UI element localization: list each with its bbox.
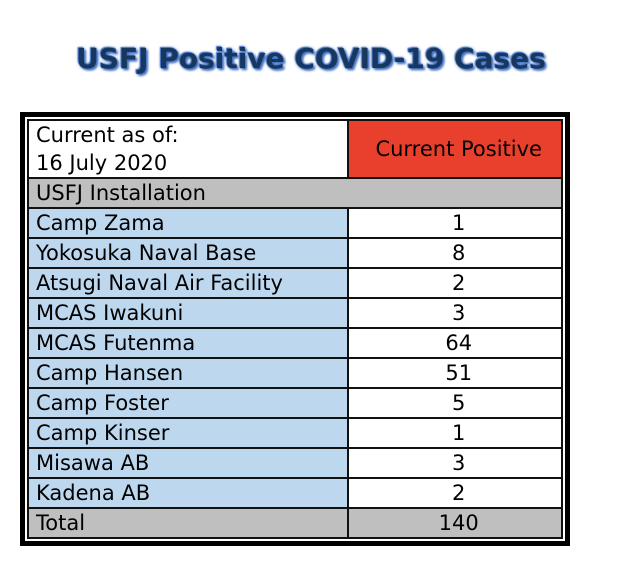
installation-cell: MCAS Iwakuni [26,297,350,329]
total-label-cell: Total [26,507,350,539]
table-row: Camp Zama 1 [26,207,563,239]
positive-count-cell: 2 [347,267,563,299]
positive-count-cell: 8 [347,237,563,269]
table-row: Misawa AB 3 [26,447,563,479]
table-row: Kadena AB 2 [26,477,563,509]
as-of-date: 16 July 2020 [36,151,168,175]
installation-cell: Camp Zama [26,207,350,239]
total-row: Total 140 [26,507,563,539]
installation-cell: Atsugi Naval Air Facility [26,267,350,299]
positive-count-cell: 5 [347,387,563,419]
current-positive-header-cell: Current Positive [347,119,563,179]
total-value-cell: 140 [347,507,563,539]
table-row: Camp Hansen 51 [26,357,563,389]
positive-count-cell: 51 [347,357,563,389]
covid-table-frame: Current as of: 16 July 2020 Current Posi… [20,112,570,546]
table-row: Atsugi Naval Air Facility 2 [26,267,563,299]
table-header-row: Current as of: 16 July 2020 Current Posi… [26,119,563,179]
positive-count-cell: 2 [347,477,563,509]
table-row: Yokosuka Naval Base 8 [26,237,563,269]
positive-count-cell: 3 [347,447,563,479]
positive-count-cell: 64 [347,327,563,359]
installation-cell: Yokosuka Naval Base [26,237,350,269]
installation-cell: Kadena AB [26,477,350,509]
installation-cell: Camp Hansen [26,357,350,389]
positive-count-cell: 1 [347,417,563,449]
positive-count-cell: 1 [347,207,563,239]
page-title: USFJ Positive COVID-19 Cases [76,42,546,75]
installation-cell: Misawa AB [26,447,350,479]
as-of-date-cell: Current as of: 16 July 2020 [26,119,350,179]
covid-cases-table: Current as of: 16 July 2020 Current Posi… [26,119,563,539]
table-row: MCAS Futenma 64 [26,327,563,359]
positive-count-cell: 3 [347,297,563,329]
installation-cell: MCAS Futenma [26,327,350,359]
installation-section-label: USFJ Installation [27,177,563,209]
section-row: USFJ Installation [27,177,563,209]
table-row: MCAS Iwakuni 3 [26,297,563,329]
installation-cell: Camp Foster [26,387,350,419]
installation-cell: Camp Kinser [26,417,350,449]
as-of-label: Current as of: [36,123,179,147]
table-row: Camp Foster 5 [26,387,563,419]
table-row: Camp Kinser 1 [26,417,563,449]
